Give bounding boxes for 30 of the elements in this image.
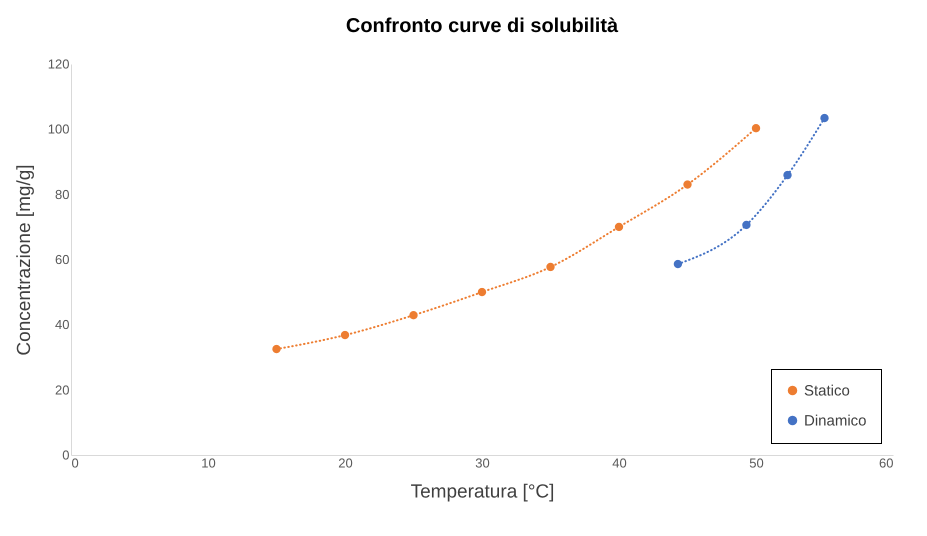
- point: [674, 260, 682, 268]
- x-tick-label: 10: [201, 456, 216, 470]
- x-tick-label: 20: [338, 456, 353, 470]
- y-axis-title: Concentrazione [mg/g]: [14, 164, 35, 356]
- y-tick-label: 20: [55, 382, 70, 398]
- y-tick-label: 80: [55, 186, 70, 202]
- point: [340, 330, 350, 340]
- point: [820, 114, 829, 122]
- chart-title: Confronto curve di solubilità: [346, 15, 619, 37]
- legend-label: Dinamico: [804, 412, 867, 430]
- legend-label: Statico: [804, 382, 850, 400]
- y-tick-label: 100: [48, 122, 70, 137]
- point: [272, 344, 281, 354]
- point: [546, 262, 555, 272]
- y-tick-label: 60: [55, 252, 70, 267]
- x-axis-title: Temperatura [°C]: [410, 482, 554, 502]
- x-tick-label: 0: [72, 456, 79, 470]
- point: [614, 222, 624, 232]
- point: [683, 180, 692, 189]
- y-tick-label: 120: [48, 56, 70, 72]
- x-tick-label: 50: [749, 456, 764, 470]
- x-tick-label: 60: [879, 456, 894, 470]
- y-tick-label: 40: [55, 317, 70, 332]
- point: [478, 288, 486, 296]
- point: [742, 220, 751, 230]
- x-tick-label: 30: [475, 456, 490, 470]
- point: [752, 124, 760, 132]
- point: [409, 311, 418, 320]
- point: [783, 170, 792, 180]
- x-tick-label: 40: [612, 456, 627, 470]
